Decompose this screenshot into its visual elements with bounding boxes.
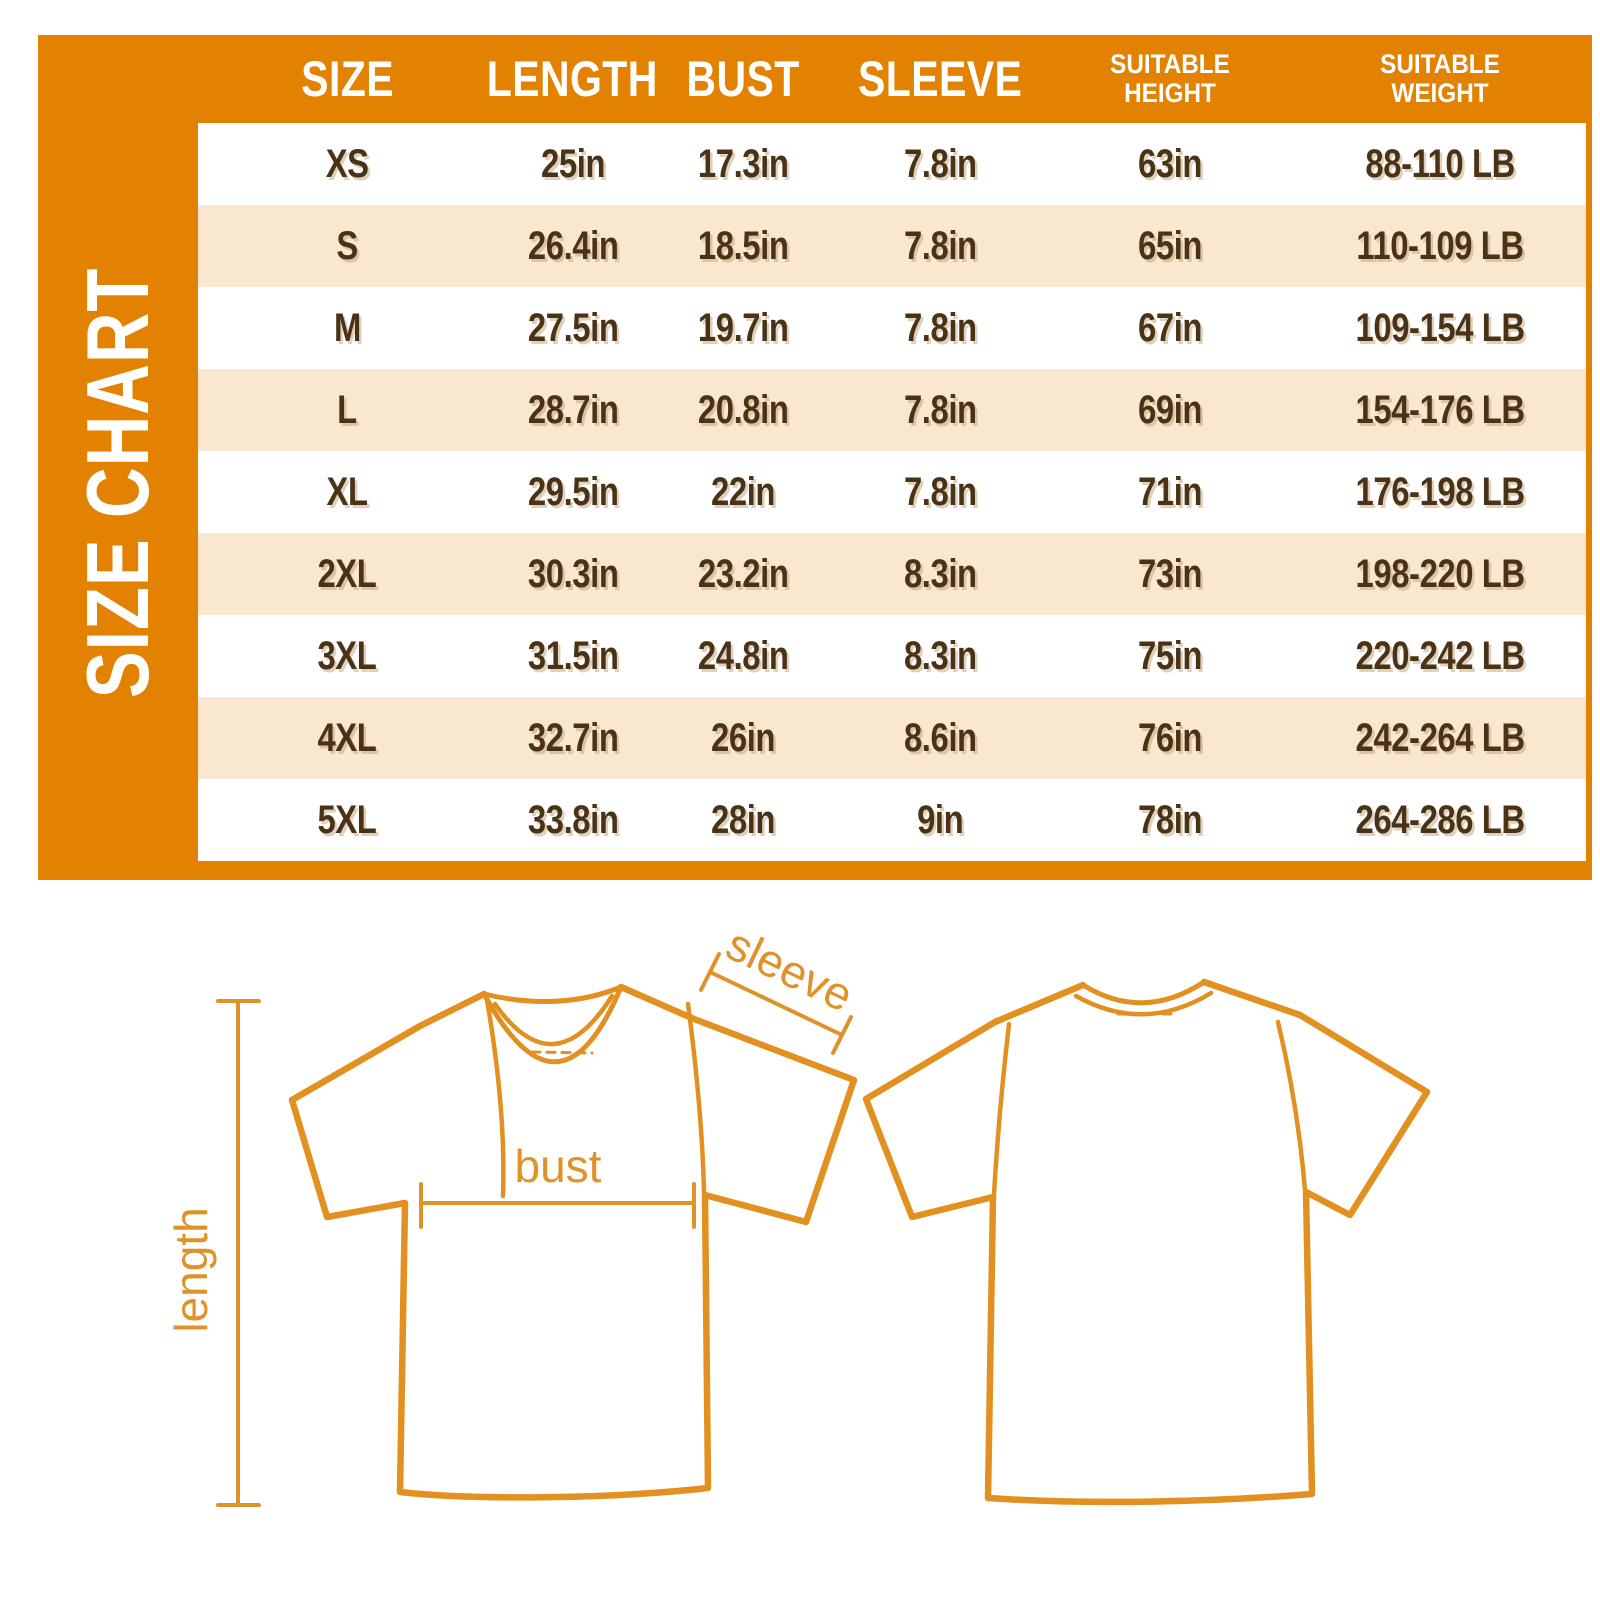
bust-value: 17.3in [697,141,789,186]
sleeve-value: 8.3in [904,551,977,596]
size-label: XS [325,141,369,186]
length-value: 28.7in [527,387,619,432]
bust-value: 18.5in [697,223,789,268]
bust-value: 23.2in [697,551,789,596]
back-right-armhole-seam [1275,1019,1308,1193]
table-row-4xl: 4XL 32.7in 26in 8.6in 76in 242-264 LB [198,697,1586,779]
back-left-armhole-seam [991,1021,1012,1197]
bust-measure-line [419,1182,696,1229]
size-label: L [337,387,358,432]
size-label: M [333,305,361,350]
table-row-3xl: 3XL 31.5in 24.8in 8.3in 75in 220-242 LB [198,615,1586,697]
height-value: 69in [1137,387,1202,432]
size-label: 5XL [317,797,377,842]
weight-value: 154-176 LB [1355,387,1526,432]
bust-value: 24.8in [697,633,789,678]
table-row-l: L 28.7in 20.8in 7.8in 69in 154-176 LB [198,369,1586,451]
length-value: 25in [540,141,605,186]
tshirt-front-outline [288,983,858,1501]
size-label: XL [326,469,369,514]
size-table: SIZE LENGTH BUST SLEEVE SUITABLE HEIGHT … [198,35,1586,861]
sleeve-measure-line [699,952,853,1055]
front-right-armhole-seam [685,1001,707,1195]
length-value: 31.5in [527,633,619,678]
tshirt-back-outline [862,978,1431,1506]
header-bust: BUST [686,51,800,107]
sleeve-value: 8.6in [904,715,977,760]
bust-value: 20.8in [697,387,789,432]
height-value: 71in [1137,469,1202,514]
page-title: SIZE CHART [68,267,167,699]
weight-value: 88-110 LB [1365,141,1515,186]
weight-value: 220-242 LB [1355,633,1526,678]
header-suitable-height: SUITABLE HEIGHT [1109,49,1230,108]
length-label: length [165,1207,217,1332]
side-title-column: SIZE CHART [38,35,198,880]
height-value: 63in [1137,141,1202,186]
size-label: 4XL [317,715,377,760]
weight-value: 242-264 LB [1355,715,1526,760]
bust-value: 19.7in [697,305,789,350]
height-value: 76in [1137,715,1202,760]
height-value: 73in [1137,551,1202,596]
weight-value: 198-220 LB [1355,551,1526,596]
weight-value: 110-109 LB [1356,223,1525,268]
front-left-armhole-seam [484,997,506,1199]
sleeve-value: 7.8in [904,305,977,350]
height-value: 75in [1137,633,1202,678]
size-label: S [336,223,358,268]
sleeve-value: 7.8in [904,223,977,268]
height-value: 78in [1137,797,1202,842]
table-row-5xl: 5XL 33.8in 28in 9in 78in 264-286 LB [198,779,1586,861]
bust-label: bust [515,1140,602,1192]
sleeve-value: 9in [917,797,964,842]
table-row-xs: XS 25in 17.3in 7.8in 63in 88-110 LB [198,123,1586,205]
sleeve-value: 7.8in [904,141,977,186]
header-size: SIZE [300,51,394,107]
bust-value: 28in [710,797,775,842]
length-value: 29.5in [527,469,619,514]
length-value: 27.5in [527,305,619,350]
bust-value: 22in [710,469,775,514]
sleeve-value: 7.8in [904,387,977,432]
length-value: 26.4in [527,223,619,268]
weight-value: 109-154 LB [1355,305,1526,350]
size-label: 3XL [317,633,377,678]
table-row-s: S 26.4in 18.5in 7.8in 65in 110-109 LB [198,205,1586,287]
tshirt-measurement-diagram: length bust sleeve [165,917,1431,1507]
height-value: 65in [1137,223,1202,268]
sleeve-value: 8.3in [904,633,977,678]
header-suitable-weight: SUITABLE WEIGHT [1380,49,1501,108]
header-sleeve: SLEEVE [858,51,1023,107]
bust-value: 26in [710,715,775,760]
length-measure-line [216,999,261,1507]
length-value: 33.8in [527,797,619,842]
sleeve-value: 7.8in [904,469,977,514]
table-header-row: SIZE LENGTH BUST SLEEVE SUITABLE HEIGHT … [198,35,1586,123]
table-row-2xl: 2XL 30.3in 23.2in 8.3in 73in 198-220 LB [198,533,1586,615]
size-label: 2XL [317,551,377,596]
header-length: LENGTH [487,51,659,107]
height-value: 67in [1137,305,1202,350]
size-chart-panel: SIZE CHART SIZE LENGTH BUST SLEEVE SUITA… [38,35,1592,880]
table-row-xl: XL 29.5in 22in 7.8in 71in 176-198 LB [198,451,1586,533]
length-value: 32.7in [527,715,619,760]
table-row-m: M 27.5in 19.7in 7.8in 67in 109-154 LB [198,287,1586,369]
length-value: 30.3in [527,551,619,596]
weight-value: 176-198 LB [1355,469,1526,514]
weight-value: 264-286 LB [1355,797,1526,842]
sleeve-label: sleeve [719,917,861,1021]
